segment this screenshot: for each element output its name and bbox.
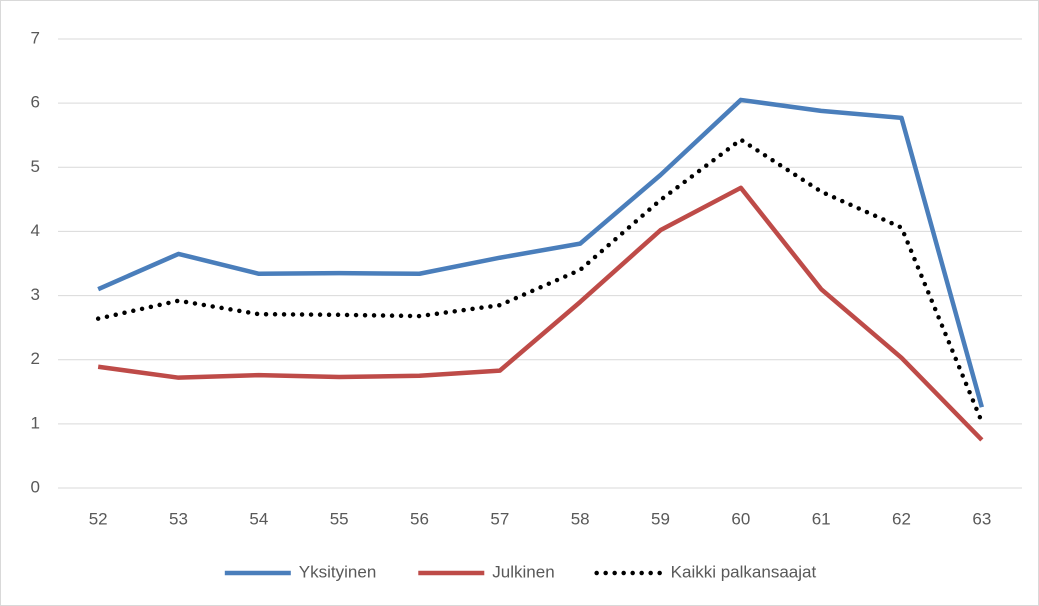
- x-tick-label: 53: [169, 509, 188, 528]
- legend-label: Yksityinen: [299, 562, 376, 581]
- x-tick-label: 59: [651, 509, 670, 528]
- x-tick-label: 62: [892, 509, 911, 528]
- y-tick-label: 3: [31, 285, 40, 304]
- y-tick-label: 0: [31, 477, 40, 496]
- series-line: [97, 185, 984, 442]
- y-tick-label: 7: [31, 28, 40, 47]
- series-line: [97, 97, 985, 408]
- x-tick-label: 60: [731, 509, 750, 528]
- y-tick-label: 4: [31, 221, 40, 240]
- y-tick-label: 5: [31, 157, 40, 176]
- x-tick-label: 58: [571, 509, 590, 528]
- x-tick-label: 63: [972, 509, 991, 528]
- x-tick-label: 52: [89, 509, 108, 528]
- y-tick-label: 1: [31, 413, 40, 432]
- y-tick-label: 6: [31, 93, 40, 112]
- x-tick-label: 55: [330, 509, 349, 528]
- x-tick-label: 57: [490, 509, 509, 528]
- y-tick-label: 2: [31, 349, 40, 368]
- series-line: [95, 136, 985, 425]
- legend-label: Julkinen: [492, 562, 554, 581]
- x-tick-label: 56: [410, 509, 429, 528]
- legend-label: Kaikki palkansaajat: [671, 562, 817, 581]
- x-tick-label: 61: [812, 509, 831, 528]
- x-tick-label: 54: [249, 509, 268, 528]
